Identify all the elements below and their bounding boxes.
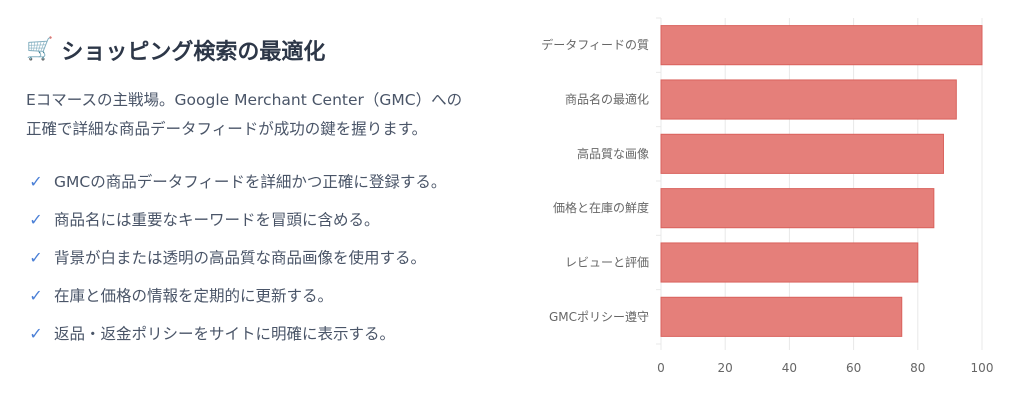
checkmark-icon: ✓ [29, 285, 43, 305]
intro-line-1: Eコマースの主戦場。Google Merchant Center（GMC）への [26, 91, 463, 109]
checklist-item-text: 在庫と価格の情報を定期的に更新する。 [54, 287, 334, 305]
intro-line-2: 正確で詳細な商品データフィードが成功の鍵を握ります。 [26, 120, 428, 138]
category-label: 商品名の最適化 [565, 92, 649, 107]
checkmark-icon: ✓ [29, 323, 43, 343]
page-title: ショッピング検索の最適化 [61, 40, 326, 65]
x-tick-label: 20 [718, 361, 733, 375]
intro-text: Eコマースの主戦場。Google Merchant Center（GMC）への … [26, 86, 506, 144]
category-label: データフィードの質 [541, 37, 649, 52]
checklist-item: ✓ 在庫と価格の情報を定期的に更新する。 [26, 276, 516, 314]
bar [660, 133, 944, 174]
bar [660, 296, 903, 337]
bar [660, 79, 957, 120]
checkmark-icon: ✓ [29, 247, 43, 267]
content-panel: 🛒 ショッピング検索の最適化 Eコマースの主戦場。Google Merchant… [26, 28, 516, 352]
checklist: ✓ GMCの商品データフィードを詳細かつ正確に登録する。 ✓ 商品名には重要なキ… [26, 162, 516, 352]
bar [660, 242, 919, 283]
x-tick-label: 40 [782, 361, 797, 375]
checklist-item-text: 返品・返金ポリシーをサイトに明確に表示する。 [54, 325, 396, 343]
checklist-item: ✓ 背景が白または透明の高品質な商品画像を使用する。 [26, 238, 516, 276]
checklist-item: ✓ 返品・返金ポリシーをサイトに明確に表示する。 [26, 314, 516, 352]
checklist-item-text: 商品名には重要なキーワードを冒頭に含める。 [54, 211, 380, 229]
category-label: 高品質な画像 [577, 146, 649, 161]
bar-chart: データフィードの質商品名の最適化高品質な画像価格と在庫の鮮度レビューと評価 GMC… [520, 0, 1024, 405]
category-label: GMCポリシー遵守 [549, 309, 649, 324]
checklist-item: ✓ GMCの商品データフィードを詳細かつ正確に登録する。 [26, 162, 516, 200]
title-row: 🛒 ショッピング検索の最適化 [26, 28, 516, 72]
x-tick-label: 80 [910, 361, 925, 375]
category-label: 価格と在庫の鮮度 [553, 200, 649, 215]
checkmark-icon: ✓ [29, 171, 43, 191]
x-tick-label: 100 [971, 361, 994, 375]
checklist-item: ✓ 商品名には重要なキーワードを冒頭に含める。 [26, 200, 516, 238]
x-tick-label: 60 [846, 361, 861, 375]
category-label: レビューと評価 [565, 255, 649, 270]
checklist-item-text: 背景が白または透明の高品質な商品画像を使用する。 [54, 249, 427, 267]
bar [660, 188, 935, 229]
shopping-cart-icon: 🛒 [26, 37, 54, 62]
bar [660, 25, 983, 66]
checkmark-icon: ✓ [29, 209, 43, 229]
x-tick-label: 0 [657, 361, 665, 375]
checklist-item-text: GMCの商品データフィードを詳細かつ正確に登録する。 [54, 173, 447, 191]
